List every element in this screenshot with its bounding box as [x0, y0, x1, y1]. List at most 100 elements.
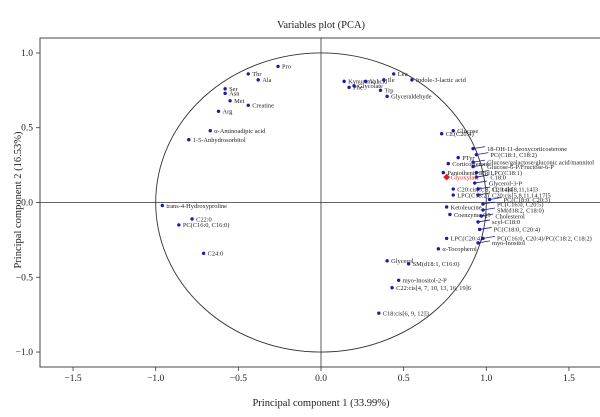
point-label: Ala	[262, 77, 271, 84]
point-label: PC(C16:0, C16:0)	[183, 222, 230, 229]
data-point	[436, 247, 441, 251]
data-point	[187, 137, 191, 142]
loading-leader-line	[477, 219, 491, 223]
point-label: Glucose/galactose/gluconic acid/mannitol	[487, 159, 594, 166]
loading-leader-line	[482, 201, 496, 205]
data-point	[390, 286, 394, 290]
unit-circle-layer	[155, 52, 487, 353]
data-point	[201, 251, 206, 256]
point-label: C20:cis[5,8,11,14,17]5	[492, 192, 551, 199]
point-label: Ketoleucine	[451, 204, 482, 211]
point-label: Pro	[282, 64, 291, 71]
point-label: 18-OH-11-deoxycorticosterone	[487, 146, 567, 153]
point-label: Asn	[229, 91, 240, 98]
point-label: CE(C20:4)	[446, 131, 474, 138]
data-point	[223, 87, 227, 91]
y-tick-label: −1.0	[16, 348, 33, 358]
data-point	[451, 187, 455, 191]
chart-title: Variables plot (PCA)	[277, 20, 366, 31]
data-point	[246, 72, 250, 76]
data-point	[216, 109, 221, 113]
point-label: Thr	[252, 71, 262, 78]
x-tick-label: 0.0	[315, 374, 327, 384]
data-point	[441, 170, 446, 175]
point-label: Leu	[398, 71, 409, 78]
data-point	[476, 241, 480, 245]
point-label: C18:0	[490, 174, 506, 181]
ticks-layer: −1.5 −1.0 −0.5 0.0 0.5 1.0 1.5 −1.0 −0.5 0.0 0.5 1.…	[16, 49, 575, 384]
points-layer	[160, 64, 492, 315]
data-point	[385, 259, 389, 263]
data-point	[352, 84, 356, 88]
loading-leader-line	[477, 186, 491, 190]
point-label: Glucose	[457, 128, 478, 135]
y-tick-label: −0.5	[16, 273, 33, 283]
loading-leader-line	[473, 146, 486, 150]
loading-leader-line	[482, 207, 496, 211]
point-label: Val	[370, 79, 379, 86]
data-point	[246, 103, 250, 107]
origin-axes	[40, 38, 600, 367]
data-point	[392, 72, 396, 76]
point-label: PC(C16:0, C20:5)	[497, 201, 544, 208]
point-label: trans-4-Hydroxyproline	[166, 203, 227, 210]
point-label: LPC(C18:1)	[490, 170, 522, 177]
point-label: Glycolate	[358, 83, 383, 90]
data-point	[223, 91, 227, 96]
point-label: SM(d18:2, C18:0)	[497, 207, 544, 214]
data-point	[448, 212, 452, 217]
point-label: myo-Inositol-2-P	[403, 278, 447, 285]
x-tick-label: −0.5	[230, 374, 247, 384]
data-point	[474, 170, 479, 175]
point-label: scyl-C18:0	[492, 219, 520, 226]
data-point	[382, 78, 386, 82]
point-label: Ser	[229, 86, 238, 93]
data-point	[444, 236, 449, 241]
point-label: LPC(C18:2)	[457, 192, 489, 199]
point-label: 1-5-Anhydrosorbitol	[193, 137, 246, 144]
point-label: Ile	[388, 77, 395, 84]
point-label: Creatine	[252, 103, 274, 110]
y-tick-label: 0.0	[21, 199, 33, 209]
point-label: PC(C18:1, C18:2)	[490, 152, 537, 159]
x-tick-label: 1.0	[480, 374, 492, 384]
data-point	[377, 311, 381, 315]
data-point	[396, 278, 401, 282]
point-label: SM(d18:1, C16:0)	[413, 261, 460, 268]
data-point	[476, 220, 480, 224]
data-point	[474, 175, 479, 179]
point-label: PTyr	[462, 155, 475, 162]
point-label: Glycerol-3-P	[489, 180, 523, 187]
point-label: Met	[234, 98, 245, 105]
data-point	[363, 79, 368, 84]
loading-leader-line	[476, 174, 489, 178]
point-label: PC(C18:0, C20:3)	[504, 197, 551, 204]
data-point	[439, 132, 444, 136]
x-axis-title: Principal component 1 (33.99%)	[252, 398, 390, 409]
point-label: Indole-3-lactic acid	[416, 77, 467, 84]
point-label: α-Aminoadipic acid	[214, 128, 266, 135]
point-label: Glyoxylate	[451, 174, 480, 181]
data-point	[177, 223, 181, 227]
loading-leader-line	[476, 152, 489, 156]
point-label: Glucose-6-P/Fructose-6-P	[487, 164, 554, 171]
data-point	[456, 155, 460, 160]
point-label: Kynurenic.acid	[348, 79, 388, 86]
data-point	[228, 99, 232, 103]
point-label: Coenzyme Q9	[454, 212, 491, 219]
data-point	[385, 94, 389, 99]
point-label: C24:0	[208, 251, 224, 258]
loading-leader-line	[489, 197, 502, 200]
data-point	[474, 152, 479, 157]
loading-leader-line	[477, 240, 491, 244]
data-point	[160, 203, 165, 208]
point-label: C20:cis[8,11,14]3	[492, 186, 538, 193]
data-point	[406, 262, 411, 266]
loading-leader-line	[474, 180, 487, 184]
loading-leader-line	[479, 227, 492, 230]
data-point	[378, 88, 383, 93]
loading-leader-line	[473, 159, 486, 163]
